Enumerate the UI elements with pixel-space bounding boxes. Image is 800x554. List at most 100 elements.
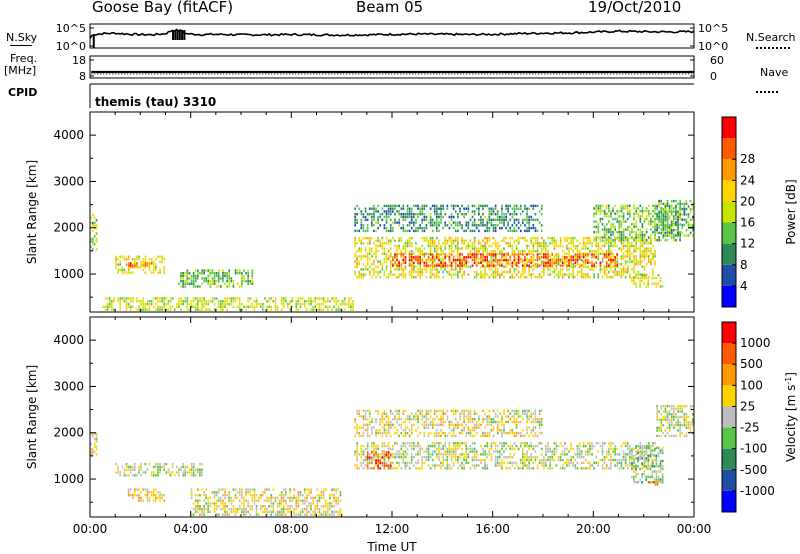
heatmap-cell bbox=[450, 239, 453, 242]
heatmap-cell bbox=[622, 212, 625, 215]
heatmap-cell bbox=[478, 204, 480, 208]
heatmap-cell bbox=[589, 268, 591, 271]
heatmap-cell bbox=[433, 204, 436, 208]
heatmap-cell bbox=[163, 266, 166, 269]
heatmap-cell bbox=[629, 225, 631, 229]
heatmap-cell bbox=[610, 215, 612, 218]
heatmap-cell bbox=[125, 465, 128, 469]
heatmap-cell bbox=[226, 513, 228, 516]
heatmap-cell bbox=[431, 268, 434, 271]
heatmap-cell bbox=[402, 270, 405, 274]
heatmap-cell bbox=[232, 488, 235, 491]
heatmap-cell bbox=[643, 239, 646, 242]
heatmap-cell bbox=[633, 207, 635, 210]
heatmap-cell bbox=[427, 252, 430, 255]
heatmap-cell bbox=[392, 264, 394, 267]
heatmap-cell bbox=[171, 297, 174, 300]
heatmap-cell bbox=[161, 260, 163, 264]
heatmap-cell bbox=[413, 252, 415, 255]
heatmap-cell bbox=[387, 464, 390, 467]
heatmap-cell bbox=[394, 426, 396, 429]
heatmap-cell bbox=[503, 215, 505, 219]
heatmap-cell bbox=[534, 236, 537, 240]
heatmap-cell bbox=[368, 250, 371, 253]
heatmap-cell bbox=[507, 242, 509, 245]
heatmap-cell bbox=[576, 447, 579, 451]
heatmap-cell bbox=[570, 265, 572, 268]
heatmap-cell bbox=[509, 456, 512, 459]
heatmap-cell bbox=[404, 260, 407, 263]
heatmap-cell bbox=[662, 223, 665, 227]
heatmap-cell bbox=[557, 252, 560, 255]
heatmap-cell bbox=[320, 513, 323, 516]
heatmap-cell bbox=[486, 260, 489, 263]
heatmap-cell bbox=[620, 461, 623, 464]
heatmap-cell bbox=[234, 513, 237, 516]
heatmap-cell bbox=[228, 507, 231, 511]
heatmap-cell bbox=[197, 272, 199, 275]
heatmap-cell bbox=[547, 456, 549, 459]
heatmap-cell bbox=[201, 300, 203, 303]
heatmap-cell bbox=[163, 300, 166, 303]
heatmap-cell bbox=[301, 510, 304, 513]
heatmap-cell bbox=[603, 256, 606, 259]
heatmap-cell bbox=[207, 499, 210, 502]
heatmap-cell bbox=[608, 250, 610, 253]
heatmap-cell bbox=[285, 499, 287, 502]
heatmap-cell bbox=[620, 444, 623, 448]
heatmap-cell bbox=[511, 215, 514, 219]
heatmap-cell bbox=[356, 458, 358, 462]
heatmap-cell bbox=[591, 253, 593, 256]
heatmap-cell bbox=[507, 244, 509, 248]
heatmap-cell bbox=[463, 215, 465, 219]
heatmap-cell bbox=[140, 465, 142, 469]
heatmap-cell bbox=[540, 229, 543, 233]
heatmap-cell bbox=[515, 204, 518, 208]
heatmap-cell bbox=[670, 210, 673, 213]
heatmap-cell bbox=[379, 242, 382, 245]
heatmap-cell bbox=[312, 510, 314, 513]
heatmap-cell bbox=[251, 488, 254, 491]
heatmap-cell bbox=[429, 409, 432, 413]
heatmap-cell bbox=[396, 461, 398, 464]
heatmap-cell bbox=[203, 297, 205, 300]
heatmap-cell bbox=[354, 265, 356, 268]
heatmap-cell bbox=[392, 453, 394, 456]
heatmap-cell bbox=[524, 250, 526, 253]
heatmap-cell bbox=[316, 308, 319, 311]
heatmap-cell bbox=[291, 505, 293, 508]
heatmap-cell bbox=[373, 218, 375, 221]
heatmap-cell bbox=[410, 444, 413, 448]
heatmap-cell bbox=[463, 264, 465, 267]
heatmap-cell bbox=[622, 265, 625, 268]
heatmap-cell bbox=[247, 277, 249, 280]
heatmap-cell bbox=[448, 464, 451, 467]
heatmap-cell bbox=[633, 467, 635, 470]
heatmap-cell bbox=[400, 444, 403, 448]
heatmap-cell bbox=[165, 462, 168, 466]
heatmap-cell bbox=[454, 247, 457, 250]
heatmap-cell bbox=[597, 464, 600, 467]
heatmap-cell bbox=[387, 423, 390, 426]
heatmap-cell bbox=[354, 260, 356, 263]
heatmap-cell bbox=[576, 253, 579, 256]
heatmap-cell bbox=[419, 263, 421, 266]
heatmap-cell bbox=[247, 282, 249, 285]
heatmap-cell bbox=[551, 263, 554, 266]
heatmap-cell bbox=[404, 244, 407, 248]
heatmap-cell bbox=[356, 242, 358, 245]
heatmap-cell bbox=[448, 273, 451, 276]
noise-right-tick-label: 10^0 bbox=[698, 40, 728, 53]
heatmap-cell bbox=[354, 270, 356, 274]
heatmap-cell bbox=[356, 265, 358, 268]
heatmap-cell bbox=[633, 447, 635, 451]
heatmap-cell bbox=[182, 302, 184, 306]
heatmap-cell bbox=[587, 467, 589, 470]
heatmap-cell bbox=[488, 221, 491, 224]
heatmap-cell bbox=[670, 221, 673, 224]
heatmap-cell bbox=[612, 255, 614, 258]
heatmap-cell bbox=[297, 499, 300, 502]
heatmap-cell bbox=[637, 276, 639, 280]
heatmap-cell bbox=[591, 268, 593, 271]
